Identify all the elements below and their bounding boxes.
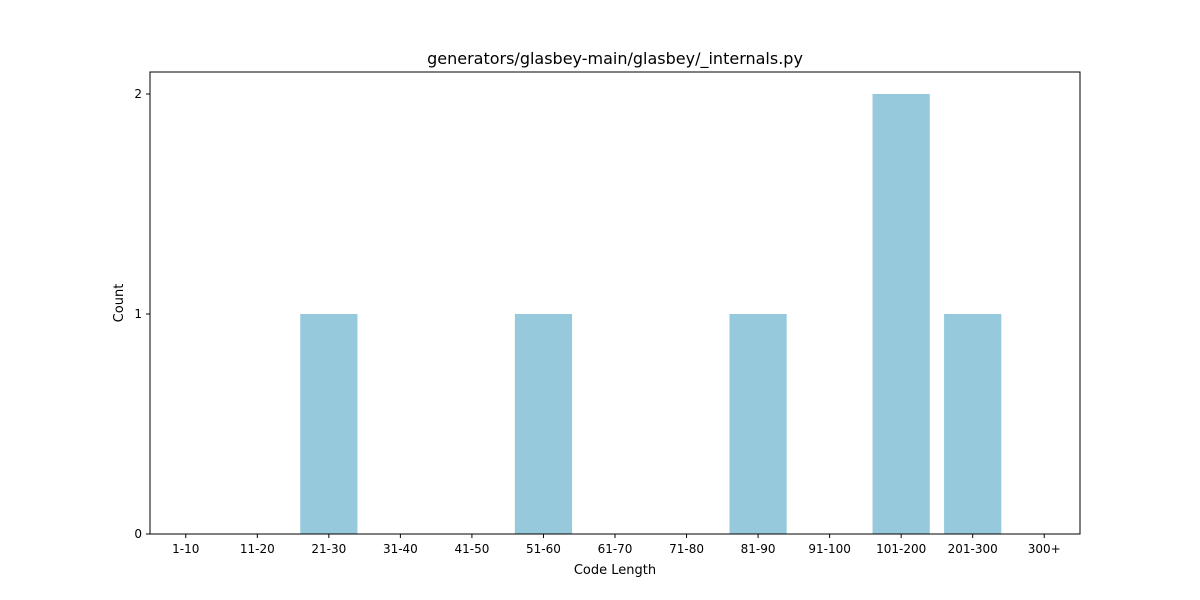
- x-tick-label: 41-50: [454, 542, 489, 556]
- x-tick-label: 51-60: [526, 542, 561, 556]
- y-ticks-layer: 0 1 2: [134, 87, 150, 541]
- x-tick-label: 300+: [1028, 542, 1061, 556]
- bars-layer: [300, 94, 1002, 534]
- chart-title: generators/glasbey-main/glasbey/_interna…: [427, 49, 803, 69]
- x-axis-label: Code Length: [574, 563, 656, 578]
- x-tick-label: 71-80: [669, 542, 704, 556]
- y-tick-label: 0: [134, 527, 142, 541]
- bar-81-90: [729, 314, 787, 534]
- plot-area-frame: [149, 71, 1081, 535]
- x-tick-label: 61-70: [598, 542, 633, 556]
- x-tick-label: 101-200: [876, 542, 926, 556]
- y-tick-label: 1: [134, 307, 142, 321]
- x-tick-label: 21-30: [311, 542, 346, 556]
- x-tick-label: 91-100: [808, 542, 851, 556]
- x-tick-label: 81-90: [741, 542, 776, 556]
- bar-101-200: [872, 94, 930, 534]
- bar-51-60: [514, 314, 573, 534]
- bar-21-30: [300, 314, 358, 534]
- y-tick-label: 2: [134, 87, 142, 101]
- x-tick-label: 201-300: [948, 542, 998, 556]
- x-ticks-layer: 1-10 11-20 21-30 31-40 41-50 51-60 61-70 71-80 8…: [172, 534, 1061, 556]
- x-tick-label: 1-10: [172, 542, 199, 556]
- y-axis-label: Count: [112, 284, 127, 323]
- x-tick-label: 31-40: [383, 542, 418, 556]
- bar-201-300: [944, 314, 1002, 534]
- x-tick-label: 11-20: [240, 542, 275, 556]
